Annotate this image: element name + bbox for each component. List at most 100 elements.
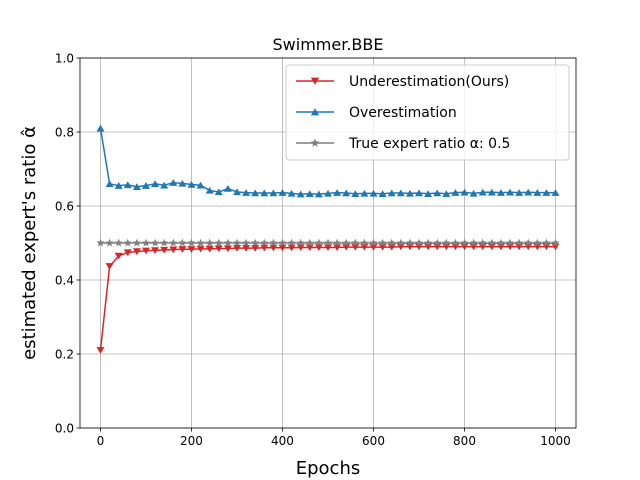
triangle-up-marker [460,188,469,196]
star-marker [123,238,132,247]
star-marker [241,238,251,247]
triangle-up-marker [324,189,332,197]
y-tick-label: 0.6 [55,200,74,214]
triangle-down-marker [214,245,223,253]
star-marker [369,238,378,247]
triangle-up-marker [151,180,160,187]
triangle-up-marker [214,188,223,196]
triangle-up-marker [205,186,214,194]
triangle-up-marker [333,189,342,196]
star-marker [414,238,424,247]
triangle-up-marker [415,189,424,197]
star-marker [196,238,205,247]
star-marker [96,238,105,247]
triangle-up-marker [442,190,451,197]
legend-label: True expert ratio α: 0.5 [348,136,510,152]
triangle-up-marker [223,185,232,192]
triangle-down-marker [187,246,196,253]
triangle-up-marker [232,188,241,196]
triangle-up-marker [378,190,387,197]
triangle-down-marker [123,249,132,257]
legend-label: Underestimation(Ours) [349,74,509,90]
star-marker [360,238,369,247]
star-marker [405,238,415,247]
triangle-down-marker [196,245,205,253]
triangle-down-marker [141,247,150,255]
triangle-up-marker [278,189,287,196]
triangle-up-marker [496,189,505,196]
x-tick-label: 1000 [540,434,571,448]
triangle-up-marker [123,181,132,189]
star-marker [314,238,324,247]
triangle-down-marker [242,244,251,252]
triangle-up-marker [396,189,405,197]
triangle-down-marker [310,77,320,85]
triangle-up-marker [260,189,269,197]
triangle-down-marker [114,252,123,260]
star-marker [305,238,314,247]
triangle-down-marker [260,244,269,252]
star-marker [296,238,305,247]
triangle-up-marker [360,189,369,197]
legend-box [285,64,570,161]
triangle-up-marker [433,189,442,197]
series-layer [96,124,560,354]
series-2 [96,124,560,198]
star-marker [278,238,287,247]
triangle-down-marker [278,244,287,252]
triangle-down-marker [96,347,105,354]
star-marker [187,238,196,247]
x-tick-label: 0 [97,434,105,448]
star-marker [387,238,396,247]
star-marker [460,238,469,247]
star-marker [214,238,223,247]
triangle-up-marker [160,181,169,189]
triangle-down-marker [223,245,232,253]
triangle-down-marker [205,245,214,253]
x-tick-label: 400 [271,434,294,448]
star-marker [260,238,269,247]
star-marker [423,238,433,247]
star-marker [351,238,360,247]
star-marker [205,238,214,247]
star-marker [433,238,442,247]
triangle-up-marker [342,189,351,197]
star-marker [342,238,351,247]
star-marker [396,238,405,247]
star-marker [533,238,542,247]
triangle-up-marker [269,189,278,197]
triangle-down-marker [160,246,169,254]
star-marker [478,238,487,247]
triangle-up-marker [387,189,396,197]
triangle-down-marker [169,246,178,254]
y-tick-label: 0.4 [55,274,74,288]
triangle-down-marker [232,244,241,252]
star-marker [114,238,123,247]
x-tick-label: 200 [180,434,203,448]
x-axis-label: Epochs [296,458,361,479]
triangle-up-marker [287,189,296,197]
triangle-up-marker [469,189,478,197]
triangle-up-marker [114,182,123,189]
legend-item: True expert ratio α: 0.5 [296,136,510,152]
star-marker [514,238,524,247]
triangle-down-marker [151,247,160,254]
triangle-up-marker [515,189,524,196]
triangle-up-marker [141,182,150,189]
star-marker [469,238,478,247]
triangle-up-marker [296,190,305,198]
triangle-up-marker [405,189,414,197]
triangle-up-marker [424,190,433,197]
triangle-up-marker [551,189,560,196]
triangle-up-marker [506,188,515,196]
star-marker [141,238,151,247]
y-tick-label: 0.2 [55,348,74,362]
legend-item: Underestimation(Ours) [296,74,509,90]
triangle-down-marker [132,248,141,256]
star-marker [505,238,515,247]
triangle-up-marker [542,189,551,196]
triangle-up-marker [351,190,360,197]
y-tick-label: 1.0 [55,52,74,66]
series-3 [96,238,560,247]
